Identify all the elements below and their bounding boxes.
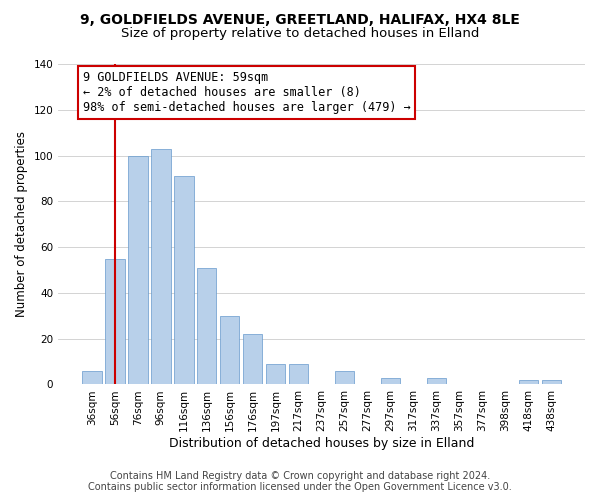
Bar xyxy=(197,268,217,384)
Bar xyxy=(335,370,355,384)
Bar xyxy=(151,148,170,384)
Bar xyxy=(105,258,125,384)
X-axis label: Distribution of detached houses by size in Elland: Distribution of detached houses by size … xyxy=(169,437,474,450)
Bar xyxy=(243,334,262,384)
Text: Contains HM Land Registry data © Crown copyright and database right 2024.
Contai: Contains HM Land Registry data © Crown c… xyxy=(88,471,512,492)
Bar xyxy=(82,370,101,384)
Bar xyxy=(266,364,286,384)
Text: Size of property relative to detached houses in Elland: Size of property relative to detached ho… xyxy=(121,28,479,40)
Bar xyxy=(128,156,148,384)
Bar xyxy=(542,380,561,384)
Bar xyxy=(381,378,400,384)
Bar xyxy=(174,176,194,384)
Text: 9 GOLDFIELDS AVENUE: 59sqm
← 2% of detached houses are smaller (8)
98% of semi-d: 9 GOLDFIELDS AVENUE: 59sqm ← 2% of detac… xyxy=(83,71,410,114)
Y-axis label: Number of detached properties: Number of detached properties xyxy=(15,131,28,317)
Bar xyxy=(518,380,538,384)
Bar xyxy=(289,364,308,384)
Bar xyxy=(427,378,446,384)
Bar xyxy=(220,316,239,384)
Text: 9, GOLDFIELDS AVENUE, GREETLAND, HALIFAX, HX4 8LE: 9, GOLDFIELDS AVENUE, GREETLAND, HALIFAX… xyxy=(80,12,520,26)
